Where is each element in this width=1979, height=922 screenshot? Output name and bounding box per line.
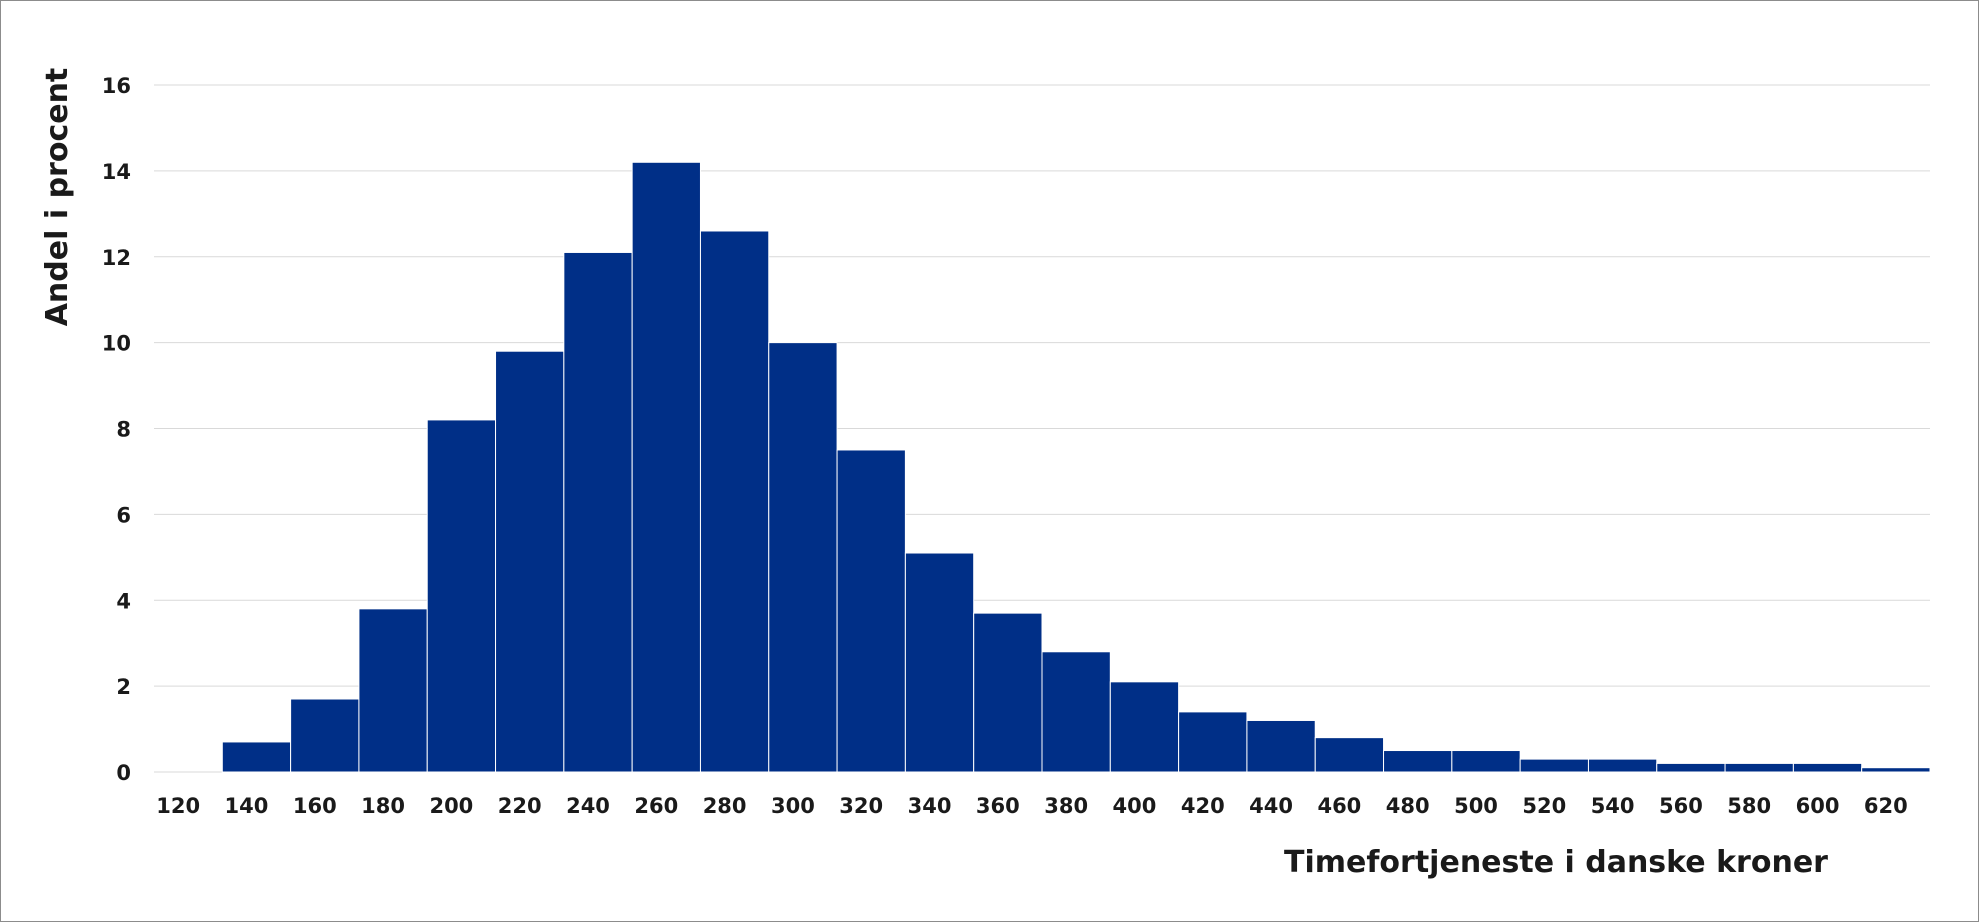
bar-420	[1178, 711, 1248, 773]
y-tick-labels: 0 2 4 6 8 10 12 14 16	[102, 74, 131, 785]
x-tick-label: 420	[1181, 794, 1225, 818]
x-tick-label: 440	[1249, 794, 1293, 818]
bar-360	[973, 612, 1043, 773]
x-tick-label: 340	[908, 794, 952, 818]
bar-560	[1656, 762, 1726, 773]
x-tick-label: 140	[225, 794, 269, 818]
x-tick-label: 180	[361, 794, 405, 818]
bar-340	[904, 552, 975, 773]
x-axis-title: Timefortjeneste i danske kroner	[1284, 845, 1828, 880]
bar-320	[836, 449, 906, 773]
x-tick-label: 300	[771, 794, 815, 818]
bar-260	[631, 161, 701, 773]
y-tick-label: 6	[116, 503, 131, 527]
bars	[221, 161, 1931, 773]
bar-140	[221, 741, 292, 773]
x-tick-labels: 120 140 160 180 200 220 240 260 280 300 320 340 360 3…	[156, 794, 1908, 818]
bar-380	[1041, 651, 1111, 773]
bar-500	[1451, 750, 1521, 773]
x-tick-label: 160	[293, 794, 337, 818]
y-tick-label: 14	[102, 160, 131, 184]
bar-160	[290, 698, 360, 773]
x-tick-label: 520	[1522, 794, 1566, 818]
x-tick-label: 540	[1591, 794, 1635, 818]
bar-540	[1587, 758, 1658, 773]
x-tick-label: 560	[1659, 794, 1703, 818]
bar-220	[495, 350, 565, 773]
bar-460	[1314, 737, 1385, 773]
bar-600	[1792, 762, 1863, 773]
bar-400	[1109, 681, 1180, 773]
x-tick-label: 400	[1113, 794, 1157, 818]
bar-440	[1246, 719, 1316, 773]
x-tick-label: 220	[498, 794, 542, 818]
x-tick-label: 580	[1727, 794, 1771, 818]
bar-620	[1861, 767, 1931, 773]
x-tick-label: 320	[839, 794, 883, 818]
x-tick-label: 280	[703, 794, 747, 818]
y-tick-label: 8	[116, 418, 131, 442]
y-axis-title: Andel i procent	[40, 68, 75, 327]
bar-240	[563, 251, 633, 773]
y-tick-label: 10	[102, 332, 131, 356]
y-tick-label: 12	[102, 246, 131, 270]
y-tick-label: 16	[102, 74, 131, 98]
x-tick-label: 120	[156, 794, 200, 818]
y-tick-label: 4	[116, 589, 131, 613]
x-tick-label: 240	[566, 794, 610, 818]
x-tick-label: 600	[1796, 794, 1840, 818]
x-tick-label: 380	[1044, 794, 1088, 818]
bar-200	[426, 419, 497, 773]
y-tick-label: 0	[116, 761, 131, 785]
bar-580	[1724, 762, 1794, 773]
x-tick-label: 200	[429, 794, 473, 818]
x-tick-label: 500	[1454, 794, 1498, 818]
bar-480	[1383, 750, 1453, 773]
bar-300	[768, 342, 838, 773]
x-tick-label: 460	[1317, 794, 1361, 818]
bar-280	[699, 230, 770, 773]
x-tick-label: 360	[976, 794, 1020, 818]
x-tick-label: 260	[634, 794, 678, 818]
x-tick-label: 620	[1864, 794, 1908, 818]
bar-520	[1519, 758, 1589, 773]
bar-180	[358, 608, 428, 773]
y-tick-label: 2	[116, 675, 131, 699]
x-tick-label: 480	[1386, 794, 1430, 818]
